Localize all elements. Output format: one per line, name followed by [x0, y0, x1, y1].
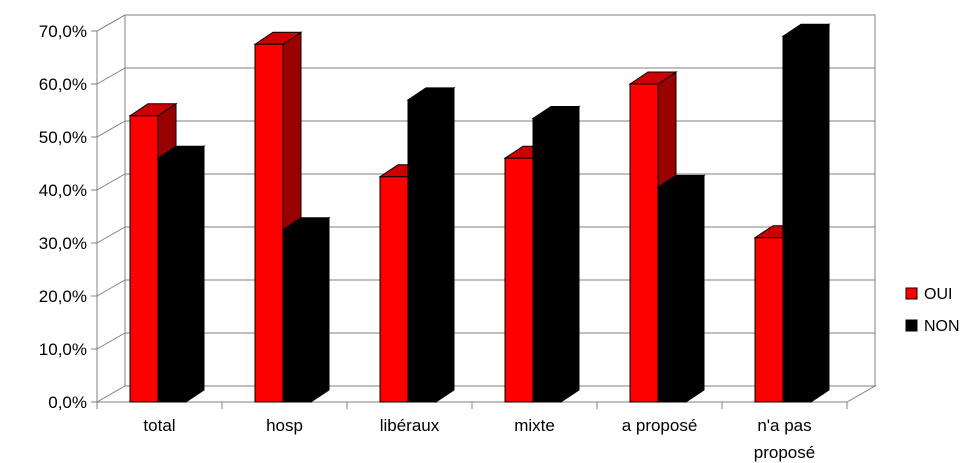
x-category-label: proposé: [754, 443, 815, 462]
y-tick-label: 0,0%: [48, 393, 87, 412]
y-tick-label: 30,0%: [39, 234, 87, 253]
legend-label-oui: OUI: [924, 286, 952, 303]
x-category-label: a proposé: [622, 416, 698, 435]
bar-side-non: [685, 174, 705, 403]
gridline-diagonal: [96, 279, 126, 297]
gridline-diagonal: [96, 120, 126, 138]
bar-non: [532, 117, 562, 403]
bar-side-non: [810, 23, 830, 403]
gridline-diagonal: [96, 173, 126, 191]
bar-side-non: [435, 86, 455, 403]
bars: [128, 23, 831, 403]
y-tick-label: 50,0%: [39, 128, 87, 147]
gridline-diagonal: [96, 226, 126, 244]
y-tick-label: 40,0%: [39, 181, 87, 200]
y-axis-ticks: 0,0% 10,0% 20,0% 30,0% 40,0% 50,0% 60,0% 70,0%: [39, 22, 97, 412]
y-tick-label: 70,0%: [39, 22, 87, 41]
x-category-label: mixte: [514, 416, 555, 435]
x-axis-categories: total hosp libéraux mixte a proposé n'a pas pr…: [96, 402, 848, 462]
bar-oui: [254, 43, 284, 403]
bar-non: [407, 99, 437, 403]
y-tick-label: 20,0%: [39, 287, 87, 306]
bar-side-non: [310, 216, 330, 403]
legend-swatch-non: [905, 319, 918, 332]
gridline-diagonal: [96, 332, 126, 350]
y-tick-label: 10,0%: [39, 340, 87, 359]
y-tick-label: 60,0%: [39, 75, 87, 94]
x-category-label: libéraux: [380, 416, 440, 435]
bar-non: [157, 157, 187, 403]
bar-oui: [129, 115, 159, 403]
gridline-diagonal: [96, 14, 126, 32]
bar-side-non: [185, 145, 205, 403]
legend-swatch-oui: [905, 287, 918, 300]
bar-non: [282, 229, 312, 403]
x-category-label: hosp: [266, 416, 303, 435]
bar-oui: [504, 157, 534, 403]
bar-non: [782, 35, 812, 403]
x-category-label: n'a pas: [757, 416, 811, 435]
bar-oui: [379, 176, 409, 403]
legend-label-non: NON: [924, 318, 960, 335]
gridlines: [96, 14, 875, 350]
bar-non: [657, 186, 687, 403]
x-category-label: total: [143, 416, 175, 435]
gridline-diagonal: [96, 67, 126, 85]
bar-oui: [754, 237, 784, 403]
bar-oui: [629, 83, 659, 403]
legend: OUI NON: [905, 286, 960, 335]
bar-side-non: [560, 105, 580, 403]
